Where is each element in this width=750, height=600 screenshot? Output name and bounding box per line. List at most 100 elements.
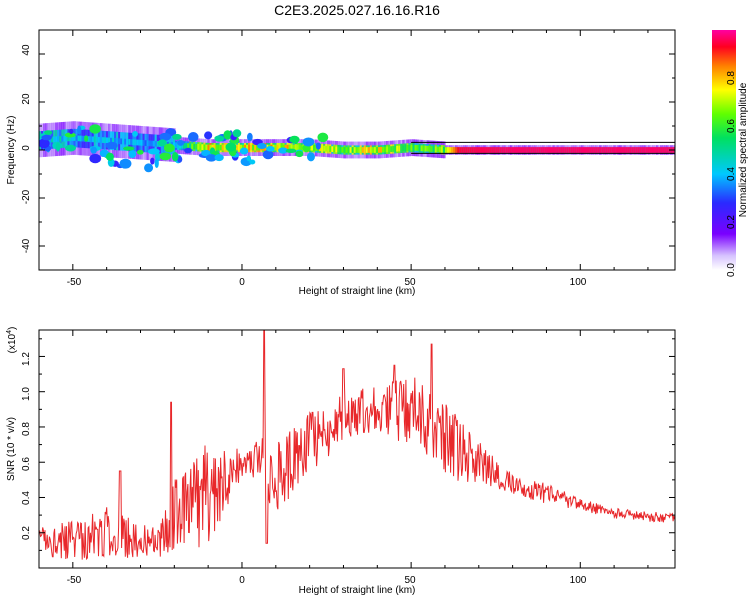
spectrogram-core-cell [205,144,209,151]
spectrogram-core-cell [449,147,452,153]
spectrogram-core-cell [501,147,505,153]
spectrogram-core-cell [75,135,79,142]
spectrogram-blob [90,146,97,154]
spectrogram-core-cell [239,144,243,151]
snr-xtick-1: -50 [67,575,82,586]
spectrogram-blob [302,137,315,147]
spectrogram-core-cell [124,138,127,145]
spectrogram-core-cell [191,143,194,150]
spectrogram-core-cell [647,147,651,153]
spectrogram-core-cell [611,147,615,153]
spectrogram-core-cell [122,138,125,145]
snr-xtick-4: 100 [570,575,587,586]
spectrogram-core-cell [660,147,663,153]
snr-frame [38,329,676,569]
spectrogram-core-cell [310,144,314,151]
spectrogram-core-cell [112,137,115,144]
spectrogram-core-cell [396,145,399,152]
spectrogram-core-cell [656,147,659,153]
spectrogram-core-cell [386,146,389,153]
spectrogram-core-cell [578,147,582,153]
colorbar-gradient [712,30,736,270]
spectrogram-core-cell [503,147,507,153]
spectrogram-core-cell [87,136,91,142]
spectrogram-core-cell [130,139,133,145]
spectrogram-core-cell [560,147,564,153]
spectrogram-blob [187,132,199,142]
spectrogram-core-cell [540,147,543,153]
spectrogram-core-cell [110,137,113,144]
spectrogram-blob [172,133,182,140]
spectrogram-core-cell [481,147,485,153]
spectrogram-core-cell [319,145,322,152]
spectrogram-core-cell [377,147,381,153]
spectrogram-core-cell [489,147,493,153]
spectrogram-panel: -50 0 50 100 40 20 0 -20 -40 Height of s… [6,29,676,297]
spectrogram-core-cell [595,147,598,153]
spectrogram-core-cell [526,147,529,153]
spectrogram-core-cell [193,143,196,150]
spectrogram-core-cell [390,146,393,152]
spectrogram-ytick-1: 40 [21,44,32,56]
spectrogram-core-cell [223,144,227,151]
spectrogram-core-cell [430,146,434,152]
spectrogram-core-cell [343,147,347,153]
spectrogram-core-cell [353,147,357,153]
spectrogram-core-cell [95,136,99,143]
spectrogram-core-cell [189,143,192,150]
spectrogram-xtick-2: 0 [239,277,245,288]
spectrogram-core-cell [126,138,129,145]
spectrogram-blob [41,134,53,141]
spectrogram-core-cell [664,147,667,153]
spectrogram-core-cell [55,136,58,143]
spectrogram-core-cell [341,146,345,153]
spectrogram-core-cell [89,136,93,143]
spectrogram-core-cell [597,147,600,153]
spectrogram-core-cell [532,147,535,153]
spectrogram-blob [239,147,249,155]
spectrogram-core-cell [619,147,623,153]
spectrogram-core-cell [585,147,588,153]
spectrogram-core-cell [79,135,83,142]
spectrogram-core-cell [241,144,245,151]
spectrogram-core-cell [363,147,367,153]
spectrogram-core-cell [637,147,641,153]
spectrogram-blob [249,159,256,165]
spectrogram-core-cell [542,147,546,153]
spectrogram-core-cell [207,144,211,151]
spectrogram-core-cell [398,145,401,152]
spectrogram-core-cell [643,147,647,153]
spectrogram-core-cell [286,144,290,151]
spectrogram-core-cell [244,144,247,151]
spectrogram-core-cell [101,137,105,143]
spectrogram-blob [223,130,232,140]
spectrogram-blob [262,149,274,160]
spectrogram-core-cell [426,145,430,152]
spectrogram-blob [257,143,267,149]
spectrogram-core-cell [418,145,422,152]
spectrogram-core-cell [609,147,612,153]
spectrogram-core-cell [438,146,442,153]
spectrogram-core-cell [589,147,592,153]
spectrogram-core-cell [53,136,56,143]
spectrogram-core-cell [499,147,503,153]
spectrogram-core-cell [136,139,140,146]
spectrogram-core-cell [562,147,566,153]
spectrogram-core-cell [564,147,568,153]
spectrogram-ytick-5: -40 [21,238,32,253]
spectrogram-core-cell [412,144,416,151]
spectrogram-core-cell [524,147,527,153]
spectrogram-core-cell [487,147,491,153]
spectrogram-xtick-4: 100 [570,277,587,288]
spectrogram-core-cell [552,147,556,153]
spectrogram-core-cell [81,135,85,142]
spectrogram-blob [204,131,213,140]
spectrogram-core-cell [290,144,294,151]
colorbar-tick-5: 0.8 [726,71,737,85]
spectrogram-core-cell [402,145,405,152]
spectrogram-core-cell [327,145,330,152]
spectrogram-core-cell [380,146,383,153]
spectrogram-core-cell [97,136,101,143]
spectrogram-core-cell [601,147,604,153]
snr-ytick-2: 0.4 [21,491,32,505]
